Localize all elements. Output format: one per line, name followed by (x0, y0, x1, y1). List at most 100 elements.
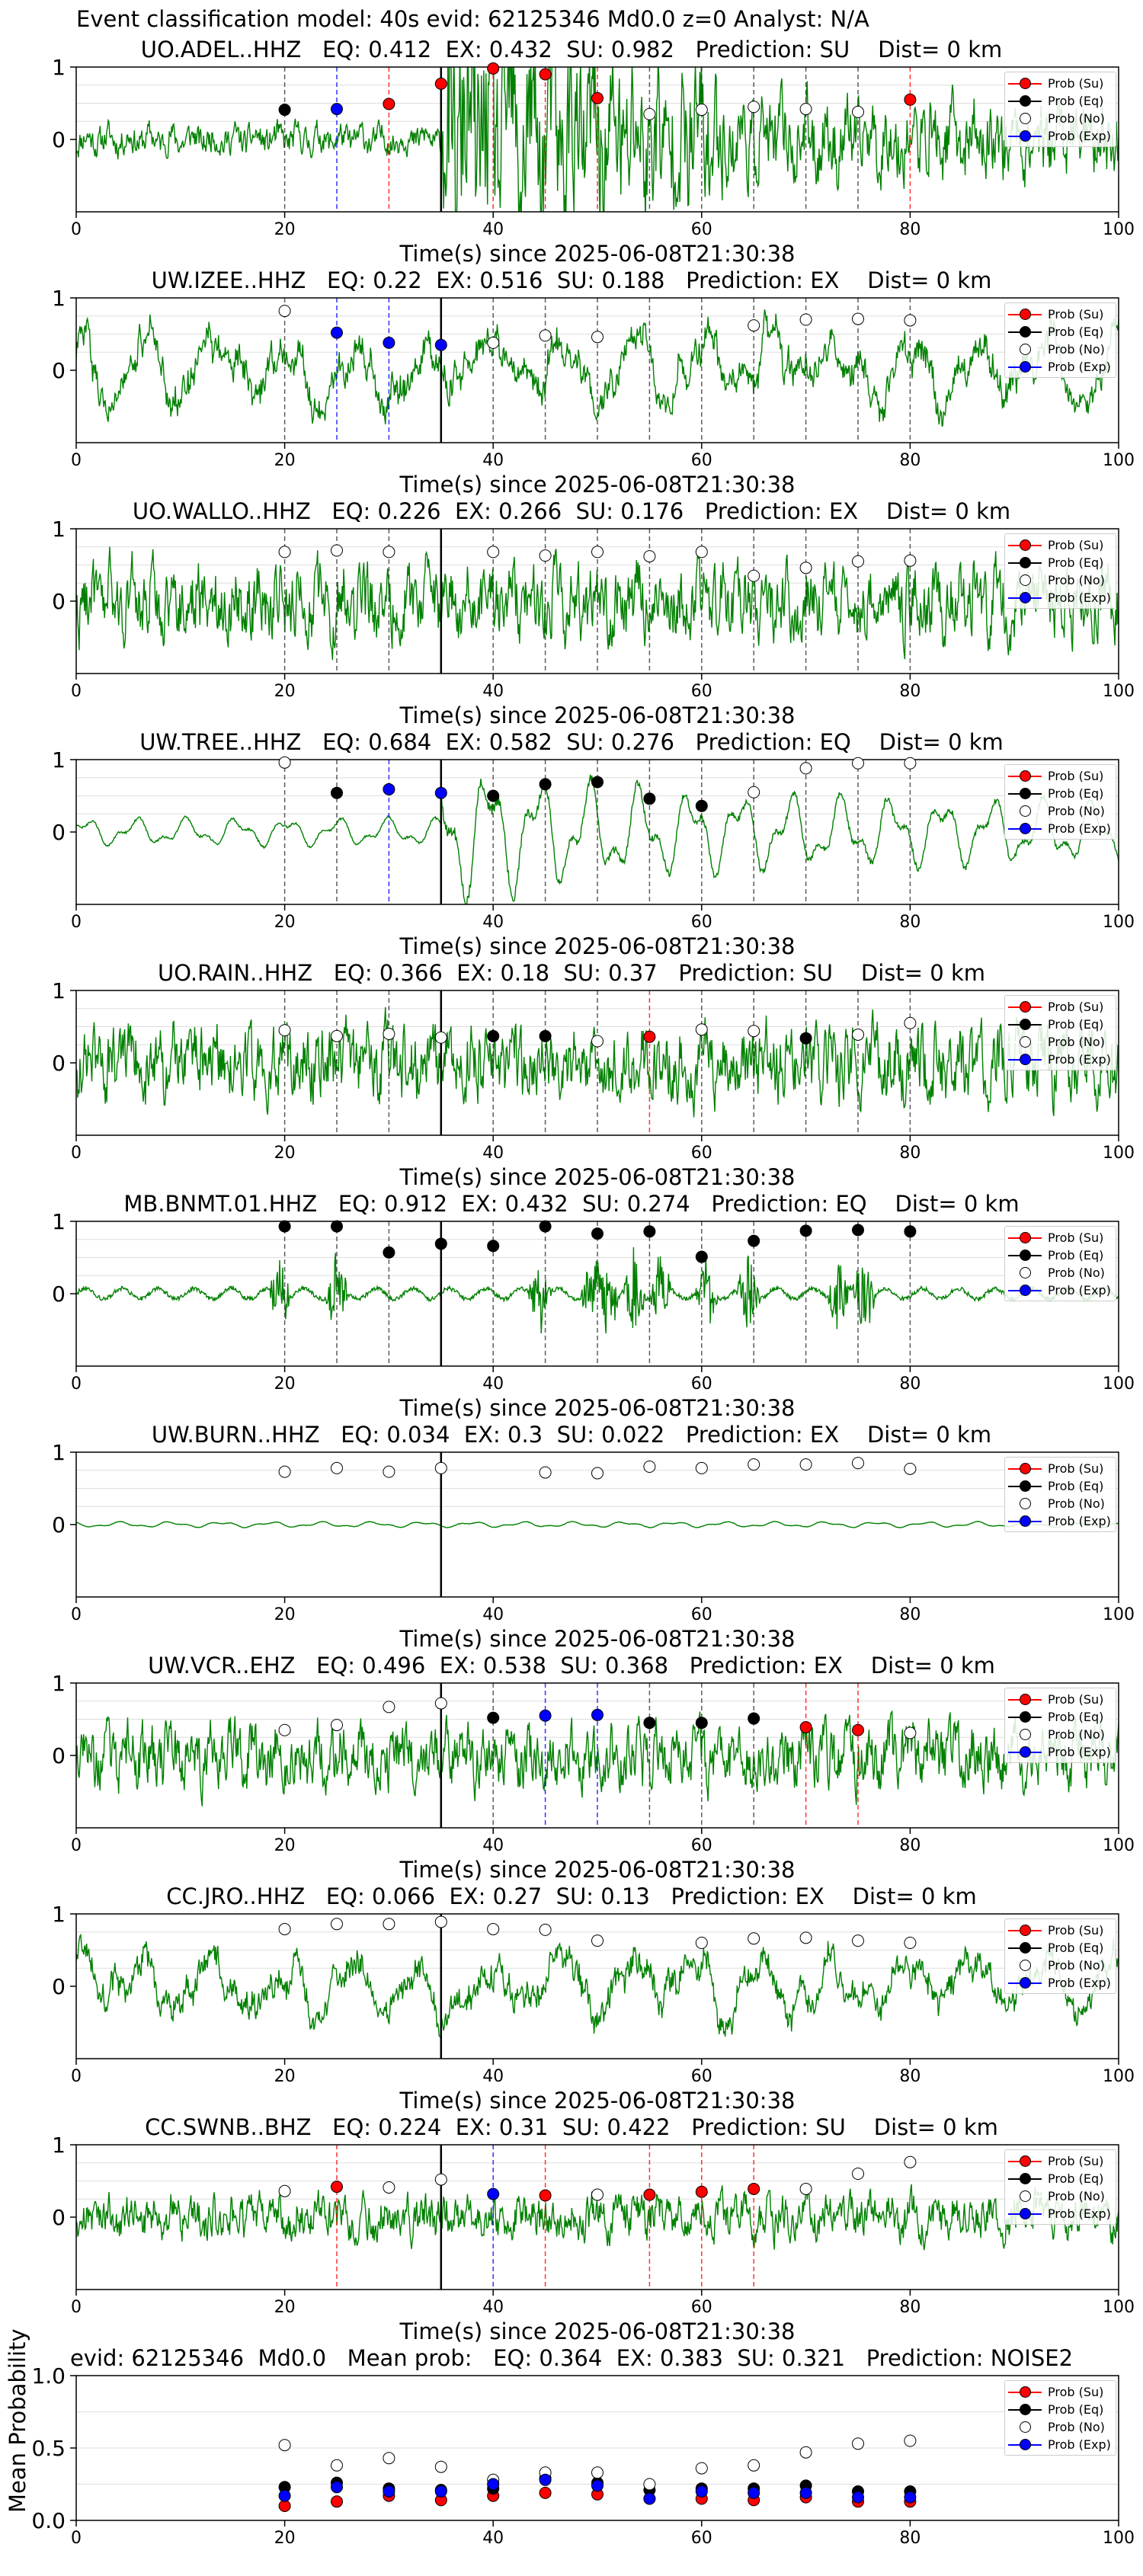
legend-entry-exp: Prob (Exp) (1008, 1512, 1111, 1530)
prob-marker-no (278, 2439, 291, 2452)
prob-marker-no (591, 546, 604, 558)
prob-marker-no (904, 757, 917, 770)
legend-entry-su: Prob (Su) (1008, 1691, 1111, 1708)
station-panel: CC.SWNB..BHZ EQ: 0.224 EX: 0.31 SU: 0.42… (0, 2114, 1143, 2345)
prob-marker-no (331, 544, 343, 557)
prob-marker-no (852, 1934, 864, 1947)
x-tick-label: 80 (899, 2067, 920, 2086)
prob-marker-no (278, 756, 291, 769)
prob-marker-no (748, 101, 760, 114)
prob-marker-eq (695, 799, 708, 812)
prob-marker-no (591, 2466, 604, 2479)
x-tick-label: 40 (482, 1374, 504, 1394)
x-tick-label: 20 (274, 1605, 296, 1624)
prob-marker-no (904, 2155, 917, 2168)
prob-marker-no (331, 1029, 343, 1042)
prob-marker-no (799, 1458, 812, 1471)
prob-marker-exp (591, 1708, 604, 1721)
waveform-trace (76, 1521, 1119, 1528)
prob-marker-no (695, 546, 708, 558)
y-tick-label: 0.5 (31, 2436, 66, 2461)
prob-marker-su (383, 98, 395, 110)
station-panel: UW.TREE..HHZ EQ: 0.684 EX: 0.582 SU: 0.2… (0, 729, 1143, 960)
panel-title: UW.VCR..EHZ EQ: 0.496 EX: 0.538 SU: 0.36… (148, 1653, 995, 1678)
x-tick-label: 60 (691, 2298, 712, 2317)
prob-marker-no (799, 103, 812, 116)
prob-marker-eq (434, 1237, 447, 1250)
prob-marker-exp (852, 2491, 864, 2504)
legend-entry-su: Prob (Su) (1008, 2152, 1111, 2170)
panel-title: UO.RAIN..HHZ EQ: 0.366 EX: 0.18 SU: 0.37… (157, 960, 985, 986)
mean-probability-panel: evid: 62125346 Md0.0 Mean prob: EQ: 0.36… (0, 2328, 1143, 2576)
prob-marker-no (539, 329, 552, 342)
x-tick-label: 20 (274, 1836, 296, 1855)
x-tick-label: 0 (71, 1605, 82, 1624)
legend-marker-icon (1008, 554, 1042, 571)
legend-entry-eq: Prob (Eq) (1008, 1246, 1111, 1264)
y-tick-label: 0 (52, 1282, 66, 1307)
x-axis-label: Time(s) since 2025-06-08T21:30:38 (399, 241, 796, 267)
prob-marker-no (695, 1937, 708, 1949)
legend-marker-icon (1008, 1726, 1042, 1743)
legend-entry-su: Prob (Su) (1008, 2383, 1111, 2401)
x-tick-label: 0 (71, 2529, 82, 2548)
prob-marker-eq (748, 1234, 760, 1247)
x-tick-label: 40 (482, 220, 504, 239)
legend-label: Prob (Eq) (1048, 1248, 1104, 1262)
x-tick-label: 0 (71, 1836, 82, 1855)
legend-label: Prob (No) (1048, 2420, 1105, 2434)
x-tick-label: 60 (691, 2067, 712, 2086)
legend: Prob (Su) Prob (Eq) Prob (No) Prob (Exp) (1004, 764, 1116, 840)
x-tick-label: 100 (1103, 451, 1135, 470)
prob-marker-su (643, 1030, 656, 1043)
prob-marker-no (591, 1035, 604, 1048)
legend-marker-icon (1008, 802, 1042, 820)
prob-marker-exp (383, 336, 395, 349)
legend-marker-icon (1008, 1460, 1042, 1477)
y-tick-label: 0 (52, 1974, 66, 1999)
prob-marker-no (852, 2437, 864, 2450)
prob-marker-no (383, 2452, 395, 2465)
prob-marker-no (799, 2182, 812, 2195)
legend-entry-eq: Prob (Eq) (1008, 92, 1111, 110)
prob-marker-no (852, 312, 864, 325)
legend-marker-icon (1008, 2205, 1042, 2222)
x-tick-label: 60 (691, 2529, 712, 2548)
legend-marker-icon (1008, 1939, 1042, 1957)
legend-label: Prob (Exp) (1048, 1745, 1111, 1759)
legend-marker-icon (1008, 1264, 1042, 1282)
legend-label: Prob (Exp) (1048, 590, 1111, 605)
prob-marker-no (434, 1031, 447, 1044)
legend-label: Prob (Eq) (1048, 2402, 1104, 2417)
prob-marker-eq (487, 1240, 500, 1253)
legend-entry-eq: Prob (Eq) (1008, 1708, 1111, 1726)
prob-marker-no (904, 1016, 917, 1029)
x-tick-label: 80 (899, 1374, 920, 1394)
figure-title: Event classification model: 40s evid: 62… (76, 6, 869, 32)
prob-marker-no (904, 1462, 917, 1475)
legend-label: Prob (Su) (1048, 2385, 1104, 2399)
legend-entry-exp: Prob (Exp) (1008, 589, 1111, 606)
legend-entry-no: Prob (No) (1008, 110, 1111, 127)
legend-marker-icon (1008, 589, 1042, 606)
prob-marker-no (643, 2478, 656, 2491)
y-tick-label: 1 (52, 1902, 66, 1927)
prob-marker-eq (331, 786, 343, 799)
x-tick-label: 60 (691, 682, 712, 701)
prob-marker-exp (278, 2489, 291, 2502)
x-tick-label: 0 (71, 2067, 82, 2086)
x-tick-label: 0 (71, 682, 82, 701)
prob-marker-no (278, 1024, 291, 1037)
x-tick-label: 60 (691, 1144, 712, 1163)
x-tick-label: 40 (482, 451, 504, 470)
x-tick-label: 20 (274, 1144, 296, 1163)
legend: Prob (Su) Prob (Eq) Prob (No) Prob (Exp) (1004, 1457, 1116, 1532)
prob-marker-no (904, 314, 917, 327)
prob-marker-su (487, 62, 500, 75)
legend-marker-icon (1008, 1974, 1042, 1992)
legend-label: Prob (No) (1048, 1035, 1105, 1049)
y-axis-label: Mean Probability (5, 2328, 30, 2513)
legend-label: Prob (Su) (1048, 307, 1104, 322)
legend-marker-icon (1008, 1016, 1042, 1033)
legend-entry-exp: Prob (Exp) (1008, 1282, 1111, 1299)
